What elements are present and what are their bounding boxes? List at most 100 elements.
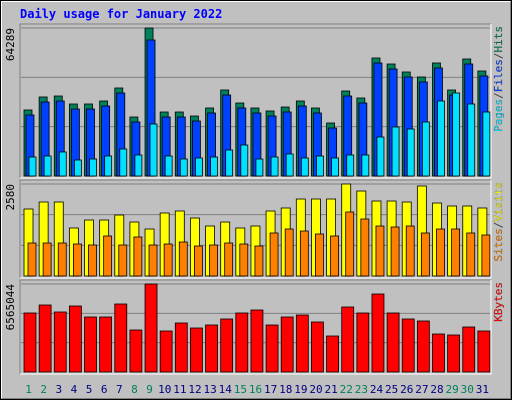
bar bbox=[224, 242, 234, 277]
y-tick-label: 2580 bbox=[4, 184, 17, 211]
x-tick-label: 23 bbox=[355, 383, 368, 396]
x-tick-label: 21 bbox=[325, 383, 338, 396]
bar bbox=[195, 157, 203, 177]
bar bbox=[57, 242, 67, 277]
panel-bevel bbox=[20, 280, 492, 375]
bar bbox=[134, 154, 143, 177]
x-tick-label: 13 bbox=[203, 383, 216, 396]
legend-separator: / bbox=[492, 53, 505, 60]
x-tick-label: 29 bbox=[446, 383, 459, 396]
bar bbox=[255, 158, 264, 177]
x-tick-label: 22 bbox=[340, 383, 353, 396]
bar bbox=[386, 312, 400, 373]
legend-entry: Pages bbox=[492, 99, 505, 132]
bar bbox=[462, 326, 476, 373]
x-tick-label: 18 bbox=[279, 383, 292, 396]
bar bbox=[341, 306, 355, 373]
bar bbox=[23, 312, 37, 373]
legend-entry: Files bbox=[492, 59, 505, 92]
x-tick-label: 31 bbox=[476, 383, 489, 396]
bar bbox=[375, 225, 385, 277]
legend: Pages/Files/Hits bbox=[492, 26, 505, 132]
x-tick-label: 26 bbox=[400, 383, 413, 396]
bar bbox=[179, 158, 188, 177]
x-tick-label: 1 bbox=[25, 383, 32, 396]
x-tick-label: 14 bbox=[219, 383, 233, 396]
bar bbox=[205, 324, 218, 373]
bar bbox=[405, 225, 415, 277]
x-tick-label: 15 bbox=[234, 383, 247, 396]
x-tick-label: 30 bbox=[461, 383, 474, 396]
bar bbox=[452, 92, 461, 177]
x-tick-label: 6 bbox=[101, 383, 108, 396]
bar bbox=[467, 103, 476, 177]
x-tick-label: 5 bbox=[86, 383, 93, 396]
bar bbox=[466, 232, 476, 277]
bar bbox=[225, 149, 234, 177]
bar bbox=[163, 243, 173, 277]
bar bbox=[144, 283, 158, 373]
bar bbox=[391, 126, 400, 177]
bar bbox=[360, 218, 370, 277]
legend-separator: / bbox=[492, 92, 505, 99]
legend-entry: KBytes bbox=[492, 282, 505, 322]
x-tick-label: 8 bbox=[131, 383, 138, 396]
bar bbox=[42, 242, 52, 277]
bar bbox=[284, 228, 294, 277]
chart-title: Daily usage for January 2022 bbox=[20, 7, 222, 21]
bar bbox=[104, 155, 113, 177]
x-tick-label: 10 bbox=[158, 383, 171, 396]
bar bbox=[88, 244, 97, 277]
bar bbox=[432, 333, 445, 373]
bar bbox=[331, 157, 339, 177]
x-tick-label: 3 bbox=[56, 383, 63, 396]
bar bbox=[27, 242, 37, 277]
bar bbox=[190, 327, 203, 373]
bar bbox=[421, 121, 430, 177]
bar bbox=[133, 236, 143, 277]
x-tick-label: 7 bbox=[116, 383, 123, 396]
bar bbox=[295, 314, 309, 373]
bar bbox=[420, 232, 430, 277]
bar bbox=[270, 156, 279, 177]
bar bbox=[220, 318, 234, 373]
bar bbox=[371, 293, 385, 373]
bar bbox=[280, 316, 294, 373]
panel-bevel bbox=[19, 279, 491, 374]
bar bbox=[174, 322, 188, 373]
legend: Sites/Visits bbox=[492, 182, 505, 262]
bar bbox=[28, 156, 37, 177]
bar bbox=[416, 320, 430, 373]
bar bbox=[390, 226, 400, 277]
y-tick-label: 64289 bbox=[4, 28, 17, 61]
legend-entry: Visits bbox=[492, 182, 505, 222]
bar bbox=[482, 111, 491, 177]
bar bbox=[326, 335, 339, 373]
bar bbox=[265, 324, 279, 373]
bar bbox=[447, 334, 461, 373]
bar bbox=[346, 154, 355, 177]
bar bbox=[164, 155, 173, 177]
bar bbox=[315, 233, 324, 277]
x-tick-label: 2 bbox=[40, 383, 47, 396]
bar bbox=[43, 155, 52, 177]
legend-entry: Sites bbox=[492, 228, 505, 261]
x-tick-label: 12 bbox=[188, 383, 201, 396]
bar bbox=[437, 100, 445, 177]
bar bbox=[361, 154, 370, 177]
bar bbox=[311, 321, 324, 373]
bar bbox=[68, 305, 82, 373]
legend: KBytes bbox=[492, 282, 505, 322]
panel-bevel bbox=[19, 23, 491, 178]
bar bbox=[345, 211, 355, 277]
bar bbox=[194, 245, 203, 277]
bar bbox=[285, 153, 294, 177]
x-tick-label: 27 bbox=[415, 383, 428, 396]
panel-bevel bbox=[20, 24, 492, 179]
bar bbox=[250, 309, 264, 373]
bar bbox=[254, 245, 264, 277]
bar bbox=[89, 158, 97, 177]
bar bbox=[451, 228, 461, 277]
